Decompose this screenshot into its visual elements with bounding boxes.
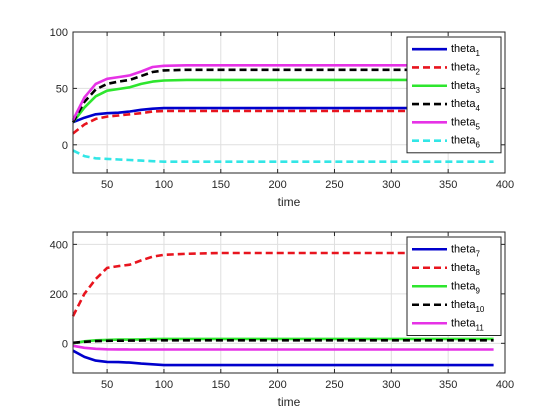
x-tick-label: 100 xyxy=(155,379,173,391)
series-line-theta-3 xyxy=(71,78,494,124)
y-tick-label: 200 xyxy=(50,289,68,301)
legend-label: theta9 xyxy=(451,280,480,295)
x-tick-label: 50 xyxy=(101,179,113,191)
x-tick-label: 300 xyxy=(382,379,400,391)
x-tick-label: 100 xyxy=(155,179,173,191)
top-plot: 50 100 150 200 250 300 350 400 0 50 100 time theta1 t… xyxy=(50,27,515,209)
y-tick-label: 0 xyxy=(62,338,68,350)
series-line-theta-10 xyxy=(72,338,494,345)
x-tick-label: 250 xyxy=(325,379,343,391)
x-tick-label: 200 xyxy=(268,179,286,191)
series-line-theta-11 xyxy=(72,344,494,351)
legend-label: theta2 xyxy=(451,61,480,76)
x-axis-label: time xyxy=(278,395,301,409)
legend-label: theta8 xyxy=(451,262,480,277)
x-tick-label: 400 xyxy=(496,179,514,191)
legend-label: theta4 xyxy=(451,98,480,113)
axes-box xyxy=(72,231,506,374)
x-tick-label: 350 xyxy=(439,179,457,191)
y-tick-label: 100 xyxy=(50,27,68,39)
x-tick-label: 150 xyxy=(212,379,230,391)
x-tick-label: 150 xyxy=(212,179,230,191)
series-line-theta-6 xyxy=(72,149,494,163)
legend-label: theta6 xyxy=(451,135,480,150)
x-axis-label: time xyxy=(278,195,301,209)
x-tick-label: 200 xyxy=(268,379,286,391)
y-tick-label: 50 xyxy=(56,83,68,95)
bottom-plot: 50 100 150 200 250 300 350 400 0 200 400 time theta7… xyxy=(50,231,514,409)
series-line-theta-1 xyxy=(72,106,494,124)
y-tick-label: 400 xyxy=(50,239,68,251)
legend-label: theta1 xyxy=(451,43,480,58)
y-tick-label: 0 xyxy=(62,140,68,152)
axes-box xyxy=(72,31,506,174)
legend-label: theta11 xyxy=(451,317,484,332)
x-tick-label: 300 xyxy=(382,179,400,191)
legend-label: theta5 xyxy=(451,116,480,131)
series-line-theta-7 xyxy=(72,349,494,367)
legend-box xyxy=(406,36,502,154)
legend-label: theta3 xyxy=(451,80,480,95)
legend-label: theta10 xyxy=(451,299,485,314)
series-line-theta-5 xyxy=(71,64,494,121)
series-line-theta-4 xyxy=(71,68,494,123)
x-tick-label: 50 xyxy=(101,379,113,391)
x-tick-label: 400 xyxy=(496,379,514,391)
series-line-theta-8 xyxy=(71,251,494,317)
x-tick-label: 350 xyxy=(439,379,457,391)
series-line-theta-2 xyxy=(72,109,494,135)
legend-label: theta7 xyxy=(451,243,480,258)
x-tick-label: 250 xyxy=(325,179,343,191)
